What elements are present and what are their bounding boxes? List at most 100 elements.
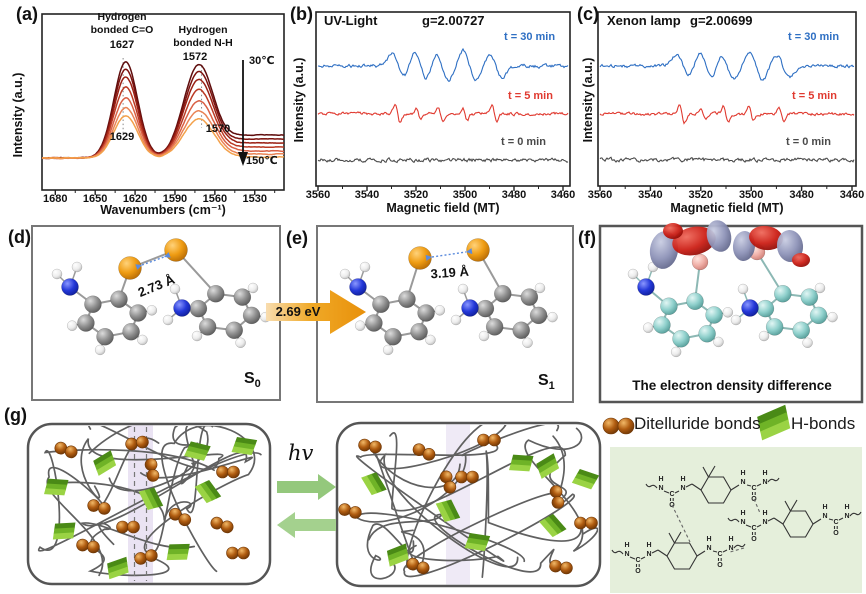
chain-squiggle [733, 543, 746, 549]
carbon-atom [96, 328, 114, 346]
hydrogen-atom [534, 282, 546, 294]
ribbon-bar [509, 464, 531, 472]
carbon-atom [512, 321, 530, 340]
panel-c-label: (c) [577, 4, 599, 24]
c-x-axis-label: Magnetic field (MT) [670, 201, 784, 215]
ribbon-bar [571, 477, 595, 490]
polymer-chain [46, 437, 160, 577]
hbond-ribbon [361, 472, 387, 496]
ditelluride-bond-pair [412, 443, 436, 461]
carbon-atom [242, 306, 261, 325]
chem-bond [674, 531, 682, 544]
ribbon-bar [167, 548, 189, 556]
ribbon-bar [108, 566, 129, 580]
nitrogen-atom [637, 278, 655, 296]
hydrogen-atom [359, 261, 371, 273]
ditelluride-bond-pair [406, 557, 430, 575]
chem-atom-label: H [762, 470, 767, 477]
hydrogen-atom [339, 268, 351, 280]
state-s0-main: S [244, 370, 255, 387]
hydrogen-atom [354, 320, 366, 331]
carbon-atom [520, 288, 539, 306]
ribbon-bar [435, 502, 451, 522]
carbon-atom [84, 295, 102, 314]
ribbon-bar [464, 542, 487, 552]
ditelluride-bond-pair [216, 465, 240, 479]
molecule-edd [627, 220, 838, 358]
chem-bond [702, 466, 709, 478]
ribbon-bar [466, 537, 489, 547]
chem-atom-label: C [751, 525, 756, 532]
chain-squiggle [727, 517, 740, 523]
polymer-chain [524, 427, 598, 553]
chem-bond [773, 517, 784, 525]
ribbon-bar [188, 441, 211, 452]
a-peak1-assignment-line2: bonded C=O [90, 24, 154, 36]
epr-x-tick: 3560 [587, 189, 613, 201]
state-label-s1: S1 [538, 372, 555, 392]
hydrogen-atom [71, 261, 83, 273]
carbon-atom [410, 322, 428, 341]
a-marker-1570: 1570 [205, 123, 231, 135]
excitation-arrow [266, 290, 366, 334]
state-s1-main: S [538, 372, 549, 389]
ditelluride-bond-pair [134, 549, 158, 565]
chem-bond [696, 550, 706, 557]
legend-icons [602, 417, 635, 435]
carbon-atom [476, 299, 495, 318]
hydrogen-atom [642, 322, 654, 333]
ribbon-bar [445, 499, 461, 520]
nitrogen-atom [461, 299, 479, 317]
chem-bond [640, 556, 646, 560]
hbond-ribbon [536, 453, 560, 479]
chem-atom-label: H [728, 536, 733, 543]
ribbon-bar [365, 473, 383, 494]
hydrogen-atom [162, 314, 174, 326]
ribbon-bar [199, 482, 217, 502]
epr-trace [317, 47, 569, 83]
a-x-tick: 1620 [122, 193, 148, 205]
ditelluride-bond-pair [168, 507, 192, 527]
te-sphere [87, 540, 100, 554]
chem-atom-label: C [751, 485, 756, 492]
chem-bond [685, 483, 693, 488]
ribbon-bar [148, 487, 164, 508]
ribbon-bar [387, 548, 408, 562]
c-y-axis-label: Intensity (a.u.) [581, 57, 595, 143]
ribbon-bar [388, 553, 409, 567]
ribbon-bar [166, 553, 189, 561]
hydrogen-bond-dash [753, 498, 761, 514]
hydrogen-atom [627, 268, 639, 280]
hydrogen-atom [51, 268, 63, 280]
chem-bond [812, 518, 822, 525]
chem-bond [722, 549, 728, 553]
hydrogen-atom [191, 330, 203, 342]
hydrogen-atom [425, 334, 436, 346]
polymer-chains [356, 425, 598, 580]
ribbon-bar [143, 488, 159, 509]
ditelluride-bond-pair [477, 433, 501, 447]
ditelluride-bond-pair [125, 435, 149, 451]
polymer-chain [87, 522, 170, 577]
hydrogen-atom [382, 344, 394, 356]
distance-arrow-head [425, 254, 432, 261]
hydrogen-atom [457, 283, 469, 295]
ribbon-bar [539, 462, 560, 479]
hydrogen-atom [713, 336, 724, 348]
polymer-chain [379, 425, 519, 569]
panel-d-label: (d) [8, 227, 31, 247]
hydrogen-atom [146, 305, 158, 316]
f-caption: The electron density difference [632, 378, 832, 393]
chem-atom-label: H [844, 504, 849, 511]
epr-axis-box [315, 11, 571, 187]
a-peak2-value: 1572 [182, 51, 208, 63]
hbond-ribbon [52, 522, 76, 540]
carbon-atom [122, 322, 140, 341]
a-x-axis-label: Wavenumbers (cm⁻¹) [100, 203, 226, 217]
ribbon-bar [233, 441, 256, 451]
carbon-atom [705, 306, 723, 324]
stub-atom [691, 253, 709, 271]
te-sphere [560, 561, 573, 575]
chem-bond [668, 532, 675, 544]
hbond-ribbon [386, 543, 409, 567]
